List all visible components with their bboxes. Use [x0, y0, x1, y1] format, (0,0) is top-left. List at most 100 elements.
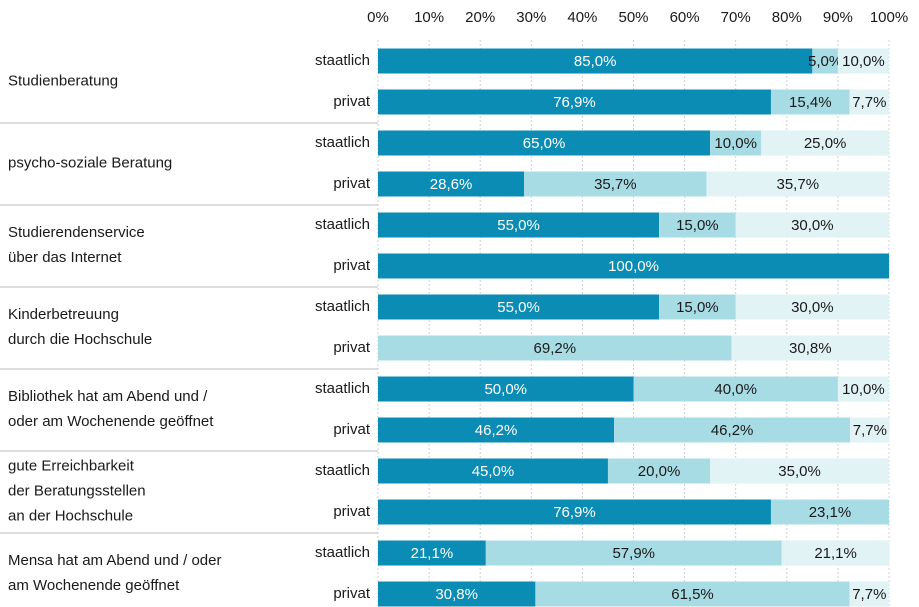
value-label: 45,0%: [472, 463, 515, 480]
value-label: 15,0%: [676, 299, 719, 316]
value-label: 46,2%: [711, 422, 754, 439]
value-label: 55,0%: [497, 299, 540, 316]
bar-segment: [770, 89, 850, 115]
x-tick-label: 40%: [567, 9, 597, 26]
value-label: 65,0%: [523, 135, 566, 152]
value-label: 5,0%: [808, 53, 842, 70]
group-label: über das Internet: [8, 249, 122, 266]
value-label: 10,0%: [714, 135, 757, 152]
group-label: Studierendenservice: [8, 224, 145, 241]
value-label: 69,2%: [534, 340, 577, 357]
bar-segment: [659, 294, 736, 320]
group-label: psycho-soziale Beratung: [8, 154, 172, 171]
value-label: 57,9%: [612, 545, 655, 562]
value-label: 15,4%: [789, 94, 832, 111]
bar-segment: [710, 458, 889, 484]
bar-segment: [761, 130, 889, 156]
value-label: 40,0%: [714, 381, 757, 398]
x-tick-label: 0%: [367, 9, 389, 26]
value-label: 23,1%: [809, 504, 852, 521]
value-label: 10,0%: [842, 53, 885, 70]
group-label: Mensa hat am Abend und / oder: [8, 552, 221, 569]
value-label: 7,7%: [853, 422, 887, 439]
value-label: 7,7%: [852, 586, 886, 603]
bar-segment: [378, 540, 486, 566]
row-label: staatlich: [315, 298, 370, 315]
x-tick-label: 50%: [618, 9, 648, 26]
value-label: 30,8%: [789, 340, 832, 357]
bar-segment: [849, 89, 889, 115]
row-label: staatlich: [315, 134, 370, 151]
value-label: 100,0%: [608, 258, 659, 275]
bar-segment: [378, 253, 889, 279]
value-label: 61,5%: [671, 586, 714, 603]
x-tick-label: 80%: [772, 9, 802, 26]
row-label: staatlich: [315, 380, 370, 397]
value-label: 35,7%: [594, 176, 637, 193]
bar-segment: [378, 417, 615, 443]
bar-segment: [535, 581, 850, 607]
bar-segment: [378, 458, 608, 484]
bar-segment: [849, 581, 889, 607]
bar-segment: [706, 171, 889, 197]
value-label: 76,9%: [553, 94, 596, 111]
value-label: 21,1%: [411, 545, 454, 562]
value-label: 30,8%: [435, 586, 478, 603]
x-tick-label: 30%: [516, 9, 546, 26]
bar-segment: [633, 376, 838, 402]
bar-segment: [614, 417, 851, 443]
bar-segment: [837, 376, 889, 402]
x-tick-label: 70%: [721, 9, 751, 26]
row-label: privat: [333, 175, 371, 192]
bar-segment: [378, 376, 634, 402]
row-label: privat: [333, 503, 371, 520]
group-label: Bibliothek hat am Abend und /: [8, 388, 208, 405]
bar-segment: [378, 499, 771, 525]
value-label: 28,6%: [430, 176, 473, 193]
x-tick-label: 100%: [870, 9, 908, 26]
value-label: 25,0%: [804, 135, 847, 152]
x-tick-label: 90%: [823, 9, 853, 26]
bar-segment: [378, 171, 525, 197]
bar-segment: [378, 89, 771, 115]
value-label: 30,0%: [791, 217, 834, 234]
group-label: oder am Wochenende geöffnet: [8, 413, 214, 430]
row-label: privat: [333, 339, 371, 356]
value-label: 20,0%: [638, 463, 681, 480]
value-label: 50,0%: [484, 381, 527, 398]
bar-segment: [710, 130, 762, 156]
group-label: durch die Hochschule: [8, 331, 152, 348]
row-label: staatlich: [315, 52, 370, 69]
row-label: privat: [333, 93, 371, 110]
x-tick-label: 20%: [465, 9, 495, 26]
value-label: 76,9%: [553, 504, 596, 521]
group-label: Studienberatung: [8, 72, 118, 89]
bar-segment: [735, 212, 889, 238]
bar-segment: [378, 335, 732, 361]
value-label: 10,0%: [842, 381, 885, 398]
bar-segment: [850, 417, 890, 443]
x-tick-label: 10%: [414, 9, 444, 26]
bar-segment: [524, 171, 707, 197]
value-label: 85,0%: [574, 53, 617, 70]
bar-segment: [659, 212, 736, 238]
value-label: 35,0%: [778, 463, 821, 480]
bar-segment: [378, 581, 536, 607]
bar-segment: [378, 294, 660, 320]
bar-segment: [837, 48, 889, 74]
bar-segment: [770, 499, 889, 525]
group-label: gute Erreichbarkeit: [8, 457, 135, 474]
value-label: 7,7%: [852, 94, 886, 111]
row-label: privat: [333, 585, 371, 602]
bar-segment: [812, 48, 838, 74]
value-label: 15,0%: [676, 217, 719, 234]
value-label: 30,0%: [791, 299, 834, 316]
row-label: privat: [333, 421, 371, 438]
bar-segment: [485, 540, 782, 566]
group-label: der Beratungsstellen: [8, 482, 146, 499]
group-label: Kinderbetreuung: [8, 306, 119, 323]
bar-segment: [378, 130, 711, 156]
bar-segment: [378, 48, 813, 74]
group-label: an der Hochschule: [8, 507, 133, 524]
bar-segment: [607, 458, 711, 484]
